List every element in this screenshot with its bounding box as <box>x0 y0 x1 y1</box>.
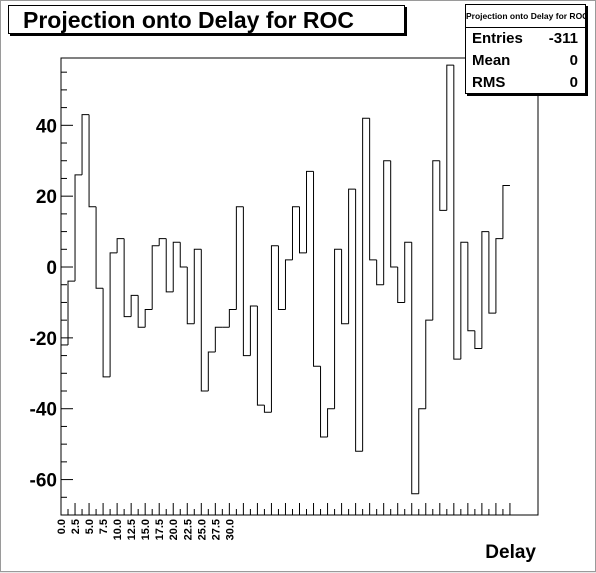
stats-value: -311 <box>548 30 578 47</box>
histogram-bin <box>341 249 349 325</box>
histogram-bin <box>81 114 90 175</box>
histogram-bin <box>165 238 174 293</box>
histogram-bin <box>249 305 258 356</box>
x-tick-label: 17.5 <box>154 519 166 540</box>
histogram-bin <box>186 267 195 325</box>
histogram-bin <box>481 231 489 349</box>
histogram-bin <box>277 245 286 311</box>
histogram-bin <box>200 249 209 392</box>
x-tick-label: 10.0 <box>112 519 124 540</box>
y-tick-label: -20 <box>30 329 57 350</box>
histogram-bin <box>144 309 153 328</box>
stats-label: Entries <box>472 30 523 47</box>
x-tick-label: 25.0 <box>196 519 208 540</box>
plot-frame <box>60 57 539 516</box>
x-tick-label: 15.0 <box>140 519 152 540</box>
histogram-bin <box>362 117 370 452</box>
histogram-bin <box>88 114 97 208</box>
histogram-bin <box>228 309 237 328</box>
stats-row-mean: Mean 0 <box>466 50 585 72</box>
histogram-bin <box>207 351 216 392</box>
histogram-bin <box>235 206 244 310</box>
histogram-bin <box>263 405 272 413</box>
histogram-bin <box>369 118 377 261</box>
stats-row-entries: Entries -311 <box>466 28 585 50</box>
histogram-bin <box>502 185 510 239</box>
histogram-bin <box>291 206 300 260</box>
stats-title: Projection onto Delay for ROC <box>466 5 588 28</box>
x-tick-label: 22.5 <box>182 519 194 540</box>
histogram-bin <box>109 252 118 377</box>
x-tick-label: 2.5 <box>70 519 82 534</box>
histogram-bin <box>193 248 202 324</box>
histogram-bin <box>446 64 454 211</box>
histogram-bin <box>67 280 76 345</box>
y-tick-label: -40 <box>30 400 57 421</box>
histogram-bin <box>404 241 412 303</box>
x-tick-label: 12.5 <box>126 519 138 540</box>
histogram-bin <box>284 259 293 310</box>
stats-value: 0 <box>569 52 578 69</box>
histogram-bin <box>425 319 433 409</box>
y-tick-label: 20 <box>36 187 57 208</box>
histogram-bin <box>474 330 482 349</box>
histogram-bin <box>327 408 335 438</box>
x-tick-label: 5.0 <box>84 519 96 534</box>
y-tick-label: 40 <box>36 116 57 137</box>
stats-row-rms: RMS 0 <box>466 72 585 94</box>
histogram-bin <box>411 242 419 495</box>
histogram-bin <box>397 267 405 303</box>
x-tick-label: 0.0 <box>56 519 68 534</box>
histogram-bin <box>95 206 104 289</box>
stats-label: Mean <box>472 52 511 69</box>
histogram-bin <box>270 245 279 413</box>
histogram-bin <box>74 174 83 282</box>
histogram-bin <box>334 248 342 409</box>
stats-box: Projection onto Delay for ROC Entries -3… <box>465 4 588 94</box>
histogram-bin <box>130 294 139 317</box>
x-axis-label: Delay <box>485 542 536 563</box>
histogram-bin <box>376 259 384 286</box>
histogram-bin <box>179 242 188 268</box>
histogram-bin <box>495 238 503 314</box>
histogram-bin <box>172 241 181 292</box>
histogram-bin <box>116 238 125 253</box>
histogram-bin <box>242 206 251 357</box>
histogram-bin <box>383 160 391 285</box>
histogram-bin <box>102 288 111 378</box>
x-tick-label: 30.0 <box>224 519 236 540</box>
histogram-bin <box>467 242 475 332</box>
y-tick-label: 0 <box>46 258 57 279</box>
stats-label: RMS <box>472 74 506 91</box>
histogram-bin <box>256 305 265 406</box>
histogram-bin <box>488 231 496 314</box>
histogram-bin <box>214 326 223 353</box>
stats-value: 0 <box>569 74 578 91</box>
histogram-bin <box>320 366 328 438</box>
histogram-bin <box>151 245 160 310</box>
histogram-bin <box>355 189 363 452</box>
histogram-bin <box>348 188 356 324</box>
y-tick-label: -60 <box>30 471 57 492</box>
histogram-bin <box>453 65 461 360</box>
x-tick-label: 27.5 <box>210 519 222 540</box>
histogram-bin <box>418 408 426 494</box>
x-tick-label: 7.5 <box>98 519 110 534</box>
histogram-bin <box>439 160 447 211</box>
histogram-bin <box>460 241 468 360</box>
histogram-bin <box>299 206 307 254</box>
histogram-bin <box>432 160 440 321</box>
histogram-bin <box>137 295 146 328</box>
chart-title: Projection onto Delay for ROC <box>8 5 405 34</box>
histogram-bin <box>306 170 314 253</box>
x-tick-label: 20.0 <box>168 519 180 540</box>
histogram-bin <box>313 171 321 367</box>
histogram-bin <box>158 238 167 246</box>
histogram-bin <box>123 238 132 318</box>
histogram-bin <box>390 160 398 268</box>
